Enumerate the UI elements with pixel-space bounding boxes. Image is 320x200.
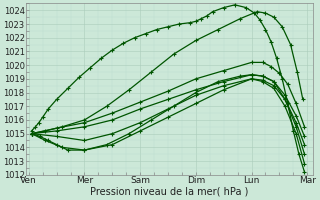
X-axis label: Pression niveau de la mer( hPa ): Pression niveau de la mer( hPa ) — [90, 187, 249, 197]
